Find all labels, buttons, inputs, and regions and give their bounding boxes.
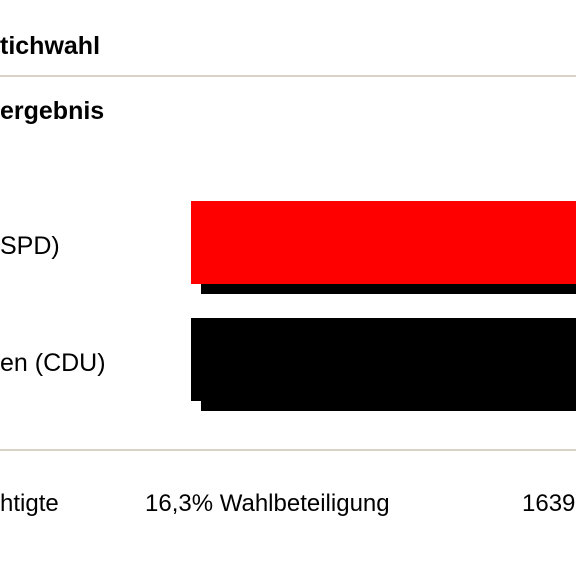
candidate-label-spd: SPD) — [0, 232, 60, 260]
turnout-text: 16,3% Wahlbeteiligung — [145, 490, 390, 517]
bar-spd — [191, 201, 576, 284]
section-title: ergebnis — [0, 97, 105, 125]
bottom-divider — [0, 449, 576, 451]
page-title: tichwahl — [0, 32, 101, 60]
votes-count-text: 1639 — [522, 490, 576, 517]
eligible-voters-text: htigte — [0, 490, 59, 517]
top-divider — [0, 75, 576, 77]
candidate-label-cdu: en (CDU) — [0, 349, 106, 377]
bar-cdu — [191, 318, 576, 401]
